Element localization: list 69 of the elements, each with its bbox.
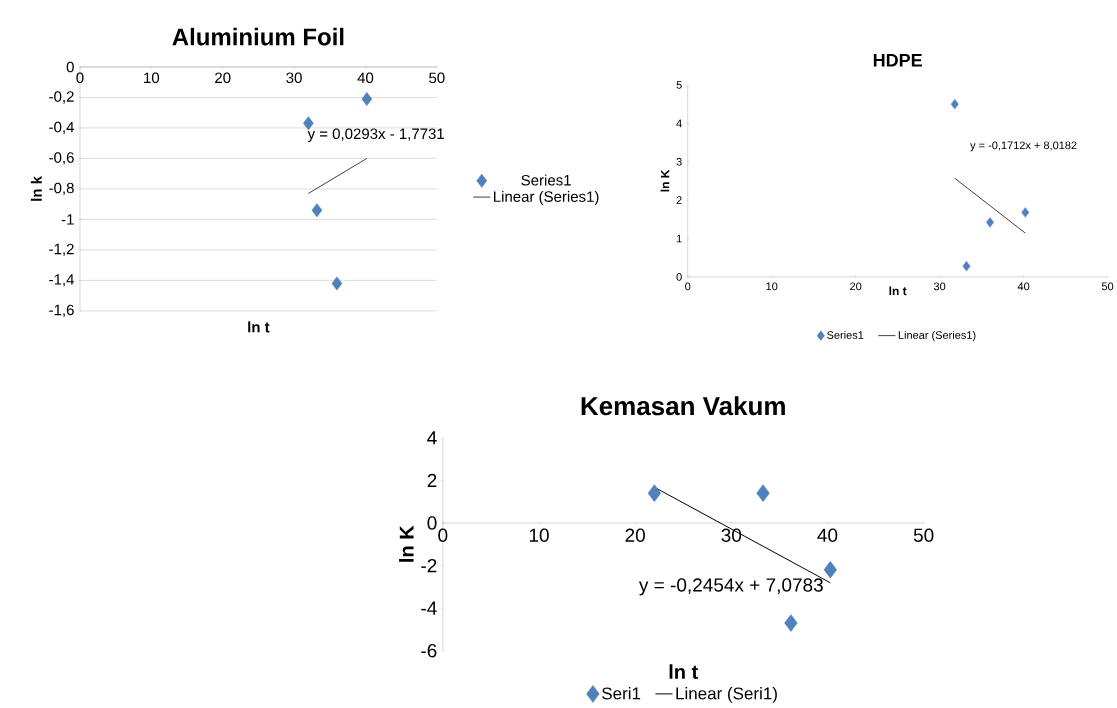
x-tick-label: 10	[766, 282, 778, 291]
x-tick-label: 50	[1101, 282, 1114, 291]
y-tick-label: 2	[427, 473, 437, 488]
x-tick-label: 10	[144, 72, 160, 84]
x-axis-title: ln t	[889, 286, 907, 296]
legend-label: Series1	[521, 174, 571, 186]
y-tick-label: 1	[676, 234, 682, 243]
y-tick-label: -0,4	[49, 121, 75, 135]
y-tick-label: -0,6	[49, 152, 74, 165]
x-tick-label: 20	[215, 72, 231, 84]
x-tick-label: 30	[933, 282, 946, 291]
y-axis-title: ln k	[30, 176, 42, 201]
point	[303, 116, 314, 131]
y-tick-label: -0,2	[49, 91, 74, 104]
legend-label: Seri1	[602, 687, 641, 700]
y-axis-title: ln K	[660, 169, 670, 192]
x-tick-label: 40	[357, 72, 374, 84]
point	[784, 614, 798, 632]
chart-title: Kemasan Vakum	[581, 396, 785, 416]
legend-label: Linear (Seri1)	[676, 687, 777, 703]
y-tick-label: -6	[421, 644, 437, 658]
x-tick-label: 30	[721, 528, 742, 543]
y-axis-title: ln K	[399, 525, 414, 562]
x-tick-label: 0	[76, 72, 84, 84]
legend-label: Series1	[827, 331, 864, 340]
point	[331, 276, 343, 291]
y-tick-label: 4	[427, 431, 437, 445]
point	[361, 92, 373, 107]
annotation: y = -0,2454x + 7,0783	[638, 578, 823, 596]
legend-label: Linear (Series1)	[898, 331, 976, 342]
x-tick-label: 0	[438, 528, 448, 543]
point	[756, 484, 770, 503]
x-tick-label: 40	[1017, 282, 1030, 291]
x-tick-label: 20	[850, 282, 862, 291]
y-tick-label: 5	[676, 81, 682, 89]
x-tick-label: 20	[625, 528, 645, 543]
x-tick-label: 50	[429, 72, 445, 84]
y-tick-label: 3	[676, 157, 682, 166]
y-tick-label: -2	[421, 559, 437, 573]
y-tick-label: -4	[421, 601, 437, 615]
y-tick-label: 4	[676, 119, 682, 128]
point	[962, 261, 971, 272]
y-tick-label: 0	[676, 273, 682, 281]
y-tick-label: 0	[427, 516, 437, 530]
legend-label: Linear (Series1)	[494, 191, 599, 206]
x-tick-label: 40	[817, 528, 838, 543]
x-tick-label: 10	[529, 528, 549, 543]
x-tick-label: 0	[685, 282, 691, 291]
chart-title: HDPE	[873, 54, 922, 67]
y-tick-label: 0	[66, 61, 74, 73]
chart-title: Aluminium Foil	[172, 27, 344, 46]
y-tick-label: -1	[61, 214, 74, 225]
y-tick-label: -1,2	[49, 243, 74, 257]
annotation: y = -0,1712x + 8,0182	[970, 141, 1077, 152]
x-axis-title: ln t	[248, 321, 270, 333]
x-axis-title: ln t	[669, 664, 698, 680]
point	[950, 99, 959, 110]
x-tick-label: 50	[913, 528, 934, 543]
point	[647, 484, 661, 503]
annotation: y = 0,0293x - 1,7731	[307, 128, 444, 143]
x-tick-label: 30	[286, 72, 302, 84]
point	[986, 217, 994, 228]
y-tick-label: -1,6	[49, 304, 74, 318]
y-tick-label: 2	[676, 196, 682, 205]
point	[311, 203, 323, 218]
point	[1021, 207, 1030, 218]
y-tick-label: -0,8	[49, 182, 74, 196]
y-tick-label: -1,4	[49, 274, 75, 287]
point	[823, 561, 837, 579]
